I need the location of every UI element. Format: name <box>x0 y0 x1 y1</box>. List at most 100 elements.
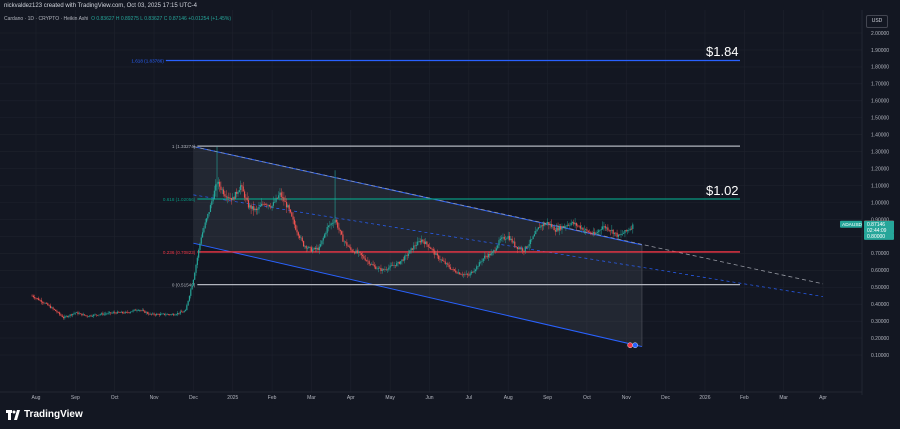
candle-body <box>205 218 208 223</box>
candle-body <box>573 222 575 225</box>
price-tick-label: 0.40000 <box>871 302 889 308</box>
candle-body <box>501 237 503 239</box>
candle-body <box>296 229 298 233</box>
candle-body <box>567 224 570 226</box>
channel-lower-line <box>193 242 643 348</box>
candle-body <box>595 232 597 235</box>
candle-body <box>577 225 579 227</box>
candle-body <box>495 248 497 251</box>
candle-body <box>169 314 171 316</box>
candle-body <box>612 229 614 234</box>
candle-body <box>249 205 251 208</box>
channel-mid-line <box>193 194 824 297</box>
candle-body <box>335 219 337 223</box>
candle-body <box>571 222 574 223</box>
candle-body <box>283 197 285 202</box>
candle-body <box>188 295 191 301</box>
candle-body <box>115 312 117 314</box>
candle-body <box>116 311 118 314</box>
candle-body <box>73 313 75 314</box>
price-tick-label: 1.90000 <box>871 48 889 54</box>
candle-body <box>203 227 205 233</box>
tradingview-logo[interactable]: TradingView <box>6 409 83 420</box>
currency-button[interactable]: USD <box>866 15 888 28</box>
candle-body <box>358 251 360 253</box>
candle-body <box>204 222 206 228</box>
candle-body <box>487 253 490 258</box>
candle-body <box>359 251 361 254</box>
candle-body <box>170 314 172 315</box>
candle-body <box>447 263 449 265</box>
candle-body <box>79 313 82 315</box>
candle-body <box>600 229 602 230</box>
candle-body <box>219 181 221 187</box>
brand-name: TradingView <box>24 409 83 420</box>
candle-body <box>112 312 114 313</box>
time-tick-label: Feb <box>740 395 749 401</box>
fib-label: 1 (1.33274) <box>172 144 196 149</box>
candle-body <box>48 305 50 306</box>
candle-body <box>47 303 49 306</box>
time-axis[interactable]: Aug Sep Oct Nov Dec 2025 Feb Mar Apr May Jun Jul Aug… <box>32 395 828 401</box>
candle-body <box>186 305 188 311</box>
candle-body <box>57 312 59 313</box>
time-tick-label: Sep <box>543 395 552 401</box>
candle-body <box>351 249 353 252</box>
candle-body <box>321 240 323 245</box>
candle-body <box>62 317 65 319</box>
candle-body <box>417 241 419 246</box>
candle-body <box>128 312 130 314</box>
candle-body <box>483 255 486 259</box>
candle-body <box>145 312 147 313</box>
candle-body <box>473 271 475 273</box>
time-tick-label: Oct <box>111 395 119 401</box>
candle-body <box>183 311 185 313</box>
time-tick-label: Dec <box>189 395 198 401</box>
candle-body <box>529 239 532 245</box>
candle-body <box>522 248 524 251</box>
candle-body <box>132 310 134 312</box>
candle-body <box>608 230 610 231</box>
candle-body <box>363 256 365 259</box>
candle-body <box>341 231 343 235</box>
candle-body <box>225 196 227 198</box>
candle-body <box>423 241 425 244</box>
candle-body <box>546 222 549 224</box>
candle-body <box>83 314 86 316</box>
candle-body <box>226 197 229 198</box>
candle-body <box>348 246 351 248</box>
candle-body <box>293 219 295 225</box>
candle-body <box>556 227 558 232</box>
time-tick-label: 2025 <box>227 395 238 401</box>
candle-body <box>230 197 233 201</box>
candle-body <box>320 244 322 247</box>
candle-body <box>198 249 200 258</box>
candle-body <box>419 241 421 243</box>
candle-body <box>217 181 219 184</box>
candle-body <box>295 224 297 230</box>
candle-body <box>318 246 320 251</box>
candle-body <box>537 227 539 230</box>
chart-grid <box>0 10 862 392</box>
candle-body <box>312 249 314 252</box>
candle-body <box>103 313 105 315</box>
candle-body <box>536 229 538 232</box>
candle-body <box>562 226 564 228</box>
candle-body <box>327 225 330 228</box>
candle-body <box>242 186 244 192</box>
candle-body <box>533 234 536 237</box>
candle-body <box>263 204 265 205</box>
candle-body <box>131 311 133 313</box>
candle-body <box>421 239 423 243</box>
candle-body <box>331 223 334 224</box>
candle-body <box>297 232 299 236</box>
candle-body <box>171 314 174 315</box>
candle-body <box>152 313 154 315</box>
candle-body <box>337 222 339 228</box>
candle-body <box>481 261 483 262</box>
candle-body <box>628 230 630 231</box>
candle-body <box>624 230 626 234</box>
candle-body <box>528 244 530 247</box>
candle-body <box>236 191 238 194</box>
